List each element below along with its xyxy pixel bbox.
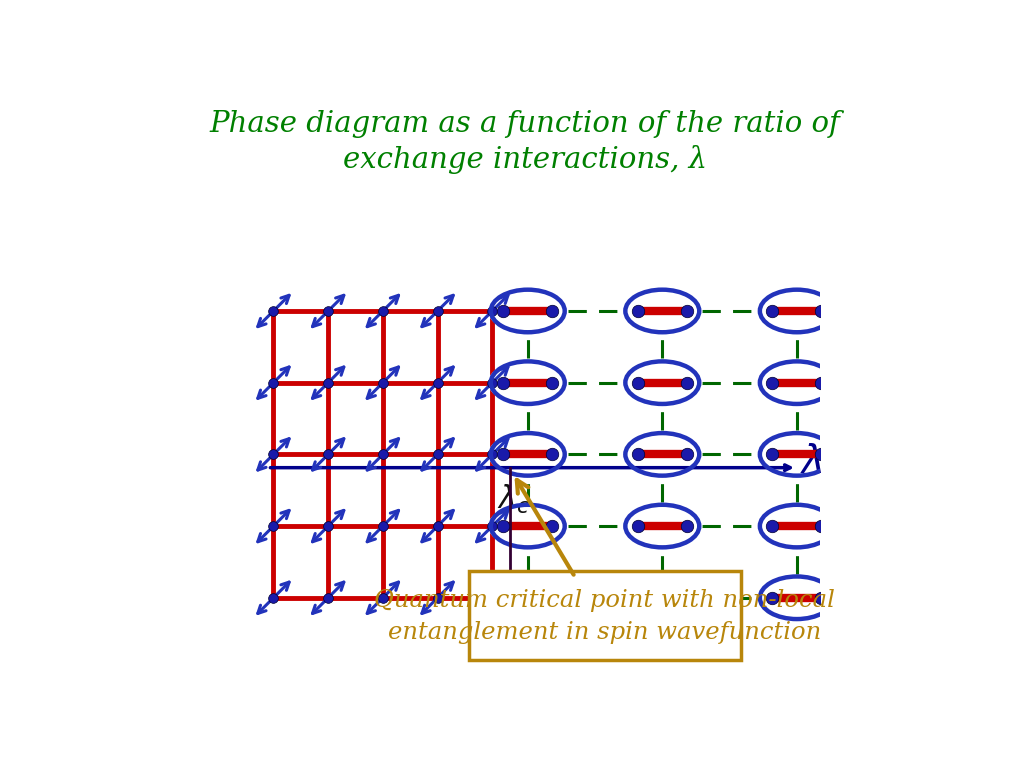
Ellipse shape (623, 362, 702, 404)
FancyBboxPatch shape (469, 571, 740, 660)
Ellipse shape (487, 433, 567, 475)
Ellipse shape (757, 290, 837, 333)
Ellipse shape (757, 505, 837, 548)
Ellipse shape (757, 577, 837, 619)
Text: Phase diagram as a function of the ratio of
exchange interactions, λ: Phase diagram as a function of the ratio… (210, 110, 840, 174)
Ellipse shape (623, 577, 702, 619)
Ellipse shape (487, 505, 567, 548)
Ellipse shape (487, 362, 567, 404)
Ellipse shape (757, 433, 837, 475)
Ellipse shape (487, 577, 567, 619)
Text: Quantum critical point with non-local: Quantum critical point with non-local (374, 589, 835, 612)
Ellipse shape (623, 433, 702, 475)
Text: $\lambda$: $\lambda$ (800, 445, 822, 482)
Text: entanglement in spin wavefunction: entanglement in spin wavefunction (388, 621, 821, 644)
Ellipse shape (757, 362, 837, 404)
Ellipse shape (487, 290, 567, 333)
Text: $\lambda_c$: $\lambda_c$ (497, 482, 529, 515)
Ellipse shape (623, 290, 702, 333)
Ellipse shape (623, 505, 702, 548)
